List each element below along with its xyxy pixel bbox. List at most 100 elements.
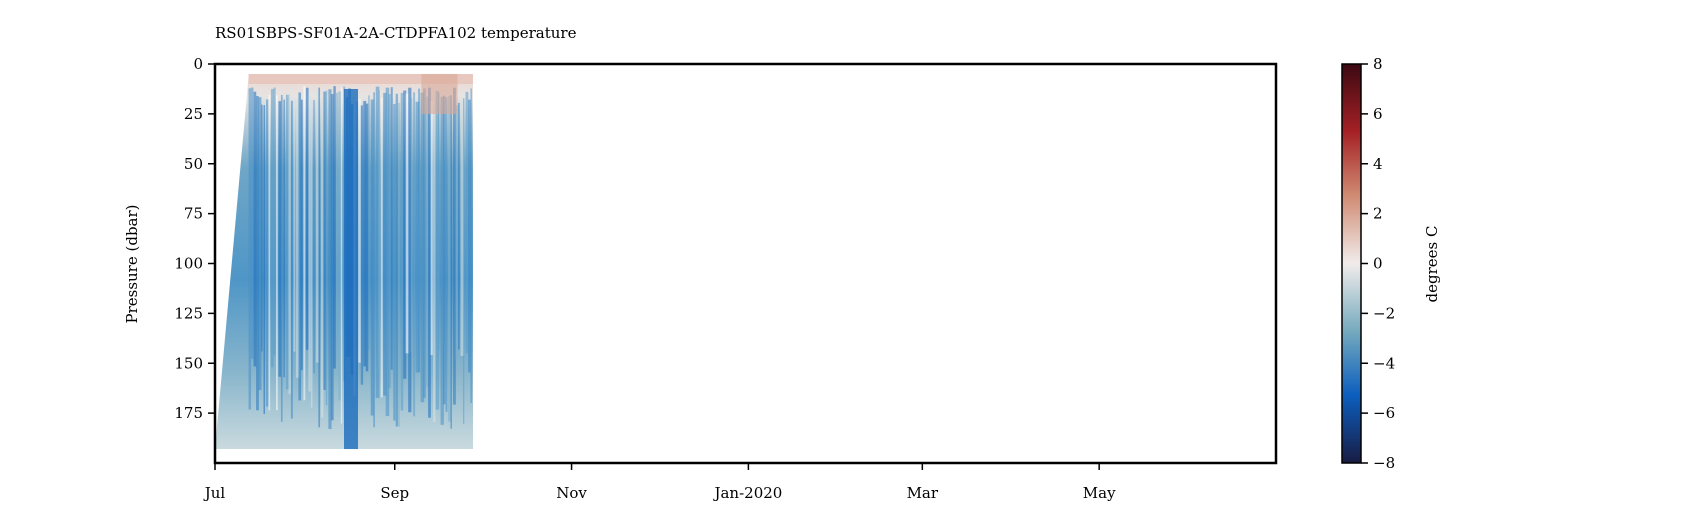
heatmap-stripe [360,105,364,385]
heatmap-stripe [298,92,302,401]
colorbar-tick-label: −6 [1373,404,1395,422]
x-tick-label: Mar [907,484,939,502]
heatmap-stripe [313,100,315,374]
heatmap-stripe [300,99,303,371]
heatmap-stripe [388,94,391,389]
x-tick-label: Jul [203,484,226,502]
heatmap-stripe [315,90,319,363]
heatmap-stripe [293,103,296,352]
heatmap-layer [215,73,474,450]
heatmap-stripe [256,95,259,411]
heatmap-stripe [378,90,380,370]
heatmap-stripe [410,97,413,352]
heatmap-stripe [453,87,456,405]
heatmap-stripe [423,88,426,398]
heatmap-stripe [460,97,464,356]
heatmap-stripe [395,93,398,427]
colorbar-tick-label: −4 [1373,354,1395,372]
heatmap-stripe [358,98,361,363]
x-tick-label: Nov [556,484,587,502]
heatmap-stripe [280,94,283,422]
heatmap-stripe [275,95,278,411]
colorbar-tick-label: 8 [1373,55,1383,73]
heatmap-stripe [268,94,271,411]
heatmap-stripe [390,87,393,370]
heatmap-stripe [258,97,262,391]
heatmap-stripe [413,92,416,417]
heatmap-stripe [370,99,374,416]
y-tick-label: 150 [174,354,203,372]
heatmap-stripe [295,100,300,378]
heatmap-stripe [305,87,309,350]
heatmap-stripe [450,95,452,429]
heatmap-stripe [261,104,263,352]
heatmap-stripe [273,87,276,355]
heatmap-stripe [385,87,390,416]
heatmap-stripe [433,94,436,423]
colorbar-label: degrees C [1423,226,1441,303]
colorbar-tick-label: −8 [1373,454,1395,472]
heatmap-stripe [425,96,429,387]
heatmap-stripe [270,89,274,368]
heatmap-stripe [263,105,266,414]
heatmap-stripe [368,95,370,350]
heatmap-stripe [443,95,446,405]
y-tick-label: 0 [193,55,203,73]
heatmap-stripe [285,94,290,390]
x-tick-label: Jan-2020 [712,484,782,502]
heatmap-stripe [393,103,396,421]
heatmap-stripe [290,100,293,419]
heatmap-stripe [435,90,440,410]
y-tick-label: 75 [184,205,203,223]
heatmap-stripe [380,97,383,398]
heatmap-warm-patch [421,73,458,114]
heatmap-stripe [340,87,343,424]
heatmap-stripe [445,97,448,412]
y-axis-label: Pressure (dbar) [123,204,141,323]
y-tick-label: 100 [174,255,203,273]
heatmap-stripe [400,92,404,411]
heatmap-stripe [363,100,367,367]
colorbar-tick-label: −2 [1373,304,1395,322]
heatmap-stripe [333,86,336,369]
colorbar-tick-label: 0 [1373,255,1383,273]
x-tick-label: Sep [380,484,409,502]
heatmap-stripe [308,97,311,392]
heatmap-stripe [375,86,380,398]
heatmap-stripe [470,88,472,403]
heatmap-stripe [463,98,465,424]
heatmap-stripe [420,92,425,403]
heatmap-stripe [403,90,407,379]
heatmap-stripe [440,96,444,425]
heatmap-stripe [338,91,342,401]
y-axis: 0 25 50 75 100 125 150 175 [174,55,215,422]
heatmap-stripe [418,88,421,373]
heatmap-stripe [458,102,460,350]
heatmap-stripe [335,92,339,355]
heatmap-stripe [325,90,328,406]
heatmap-stripe [465,91,469,354]
heatmap-stripe [323,91,326,390]
chart-title: RS01SBPS-SF01A-2A-CTDPFA102 temperature [215,24,577,42]
heatmap-stripe [278,101,282,377]
heatmap-stripe [320,102,324,418]
heatmap-stripe [468,99,471,373]
heatmap-stripe [415,101,420,373]
heatmap-stripe [283,99,285,378]
heatmap-stripe [383,92,387,396]
heatmap-stripe [330,94,334,421]
heatmap-stripe [430,101,433,356]
heatmap-stripe [408,87,412,413]
colorbar [1341,63,1362,464]
heatmap-stripe [328,89,332,429]
heatmap-stripe [251,87,254,359]
colorbar-tick-label: 6 [1373,105,1383,123]
heatmap-stripe [365,103,369,372]
heatmap-stripe [310,103,313,408]
y-tick-label: 25 [184,105,203,123]
heatmap-stripe [303,86,306,401]
colorbar-ticks: 8 6 4 2 0 −2 −4 −6 −8 [1361,55,1395,472]
heatmap-cold-band [344,88,359,450]
